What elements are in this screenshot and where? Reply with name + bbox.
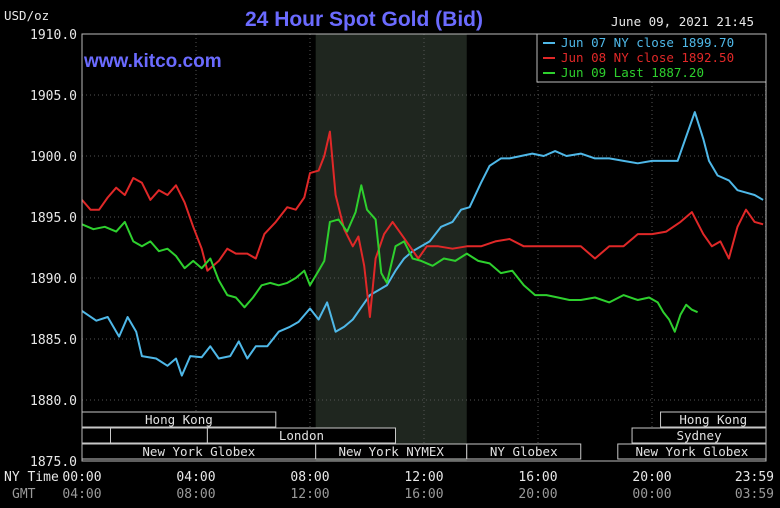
chart-timestamp: June 09, 2021 21:45	[611, 14, 754, 29]
x-tick-label-ny: 08:00	[290, 470, 329, 485]
series-line-3	[81, 184, 699, 333]
session-box: Hong Kong	[660, 411, 767, 428]
session-label: New York NYMEX	[339, 444, 445, 459]
y-tick-label: 1875.0	[30, 455, 77, 470]
x-tick-label-ny: 16:00	[518, 470, 557, 485]
session-box: Sydney	[631, 427, 767, 444]
ny-time-label: NY Time	[4, 470, 59, 485]
session-label: Sydney	[676, 428, 722, 443]
session-label: Hong Kong	[679, 412, 747, 427]
x-tick-label-gmt: 16:00	[404, 487, 443, 502]
session-border	[466, 443, 582, 460]
chart-title: 24 Hour Spot Gold (Bid)	[245, 8, 483, 31]
session-box: New York Globex	[81, 443, 317, 460]
axes: 1910.0 1905.0 1900.0 1895.0 1890.0 1885.0 1880…	[30, 28, 774, 502]
session-box: London	[206, 427, 396, 444]
unit-label: USD/oz	[4, 8, 49, 23]
session-box: New York Globex	[617, 443, 767, 460]
session-box: New York NYMEX	[315, 443, 468, 460]
x-tick-label-gmt: 08:00	[176, 487, 215, 502]
session-border	[110, 427, 208, 444]
y-tick-label: 1905.0	[30, 89, 77, 104]
legend-entry: Jun 07 NY close 1899.70	[561, 35, 734, 50]
x-tick-label-gmt: 20:00	[518, 487, 557, 502]
session-box	[81, 427, 111, 444]
session-label: New York Globex	[635, 444, 748, 459]
gmt-label: GMT	[12, 487, 36, 502]
x-tick-label-ny: 23:59	[735, 470, 774, 485]
price-series	[81, 111, 764, 377]
session-label: London	[279, 428, 324, 443]
session-box	[110, 427, 208, 444]
session-label: NY Globex	[490, 444, 558, 459]
x-tick-label-gmt: 03:59	[735, 487, 774, 502]
y-tick-label: 1895.0	[30, 211, 77, 226]
session-border	[81, 427, 111, 444]
x-tick-label-gmt: 00:00	[632, 487, 671, 502]
y-tick-label: 1900.0	[30, 150, 77, 165]
x-tick-label-ny: 20:00	[632, 470, 671, 485]
series-line-2	[81, 130, 764, 318]
legend-box	[536, 33, 767, 83]
session-label: New York Globex	[142, 444, 255, 459]
y-tick-label: 1885.0	[30, 333, 77, 348]
session-box: Hong Kong	[81, 411, 277, 428]
x-tick-label-ny: 12:00	[404, 470, 443, 485]
x-tick-label-ny: 00:00	[62, 470, 101, 485]
legend-entry: Jun 08 NY close 1892.50	[561, 50, 734, 65]
plot-frame	[81, 33, 767, 462]
x-tick-label-gmt: 04:00	[62, 487, 101, 502]
x-tick-label-ny: 04:00	[176, 470, 215, 485]
session-border	[206, 427, 396, 444]
y-tick-label: 1880.0	[30, 394, 77, 409]
y-tick-label: 1890.0	[30, 272, 77, 287]
website-watermark[interactable]: www.kitco.com	[83, 51, 222, 72]
legend-entry: Jun 09 Last 1887.20	[561, 65, 704, 80]
x-tick-label-gmt: 12:00	[290, 487, 329, 502]
session-label: Hong Kong	[145, 412, 213, 427]
series-line-1	[81, 111, 764, 377]
session-box: NY Globex	[466, 443, 582, 460]
y-tick-label: 1910.0	[30, 28, 77, 43]
